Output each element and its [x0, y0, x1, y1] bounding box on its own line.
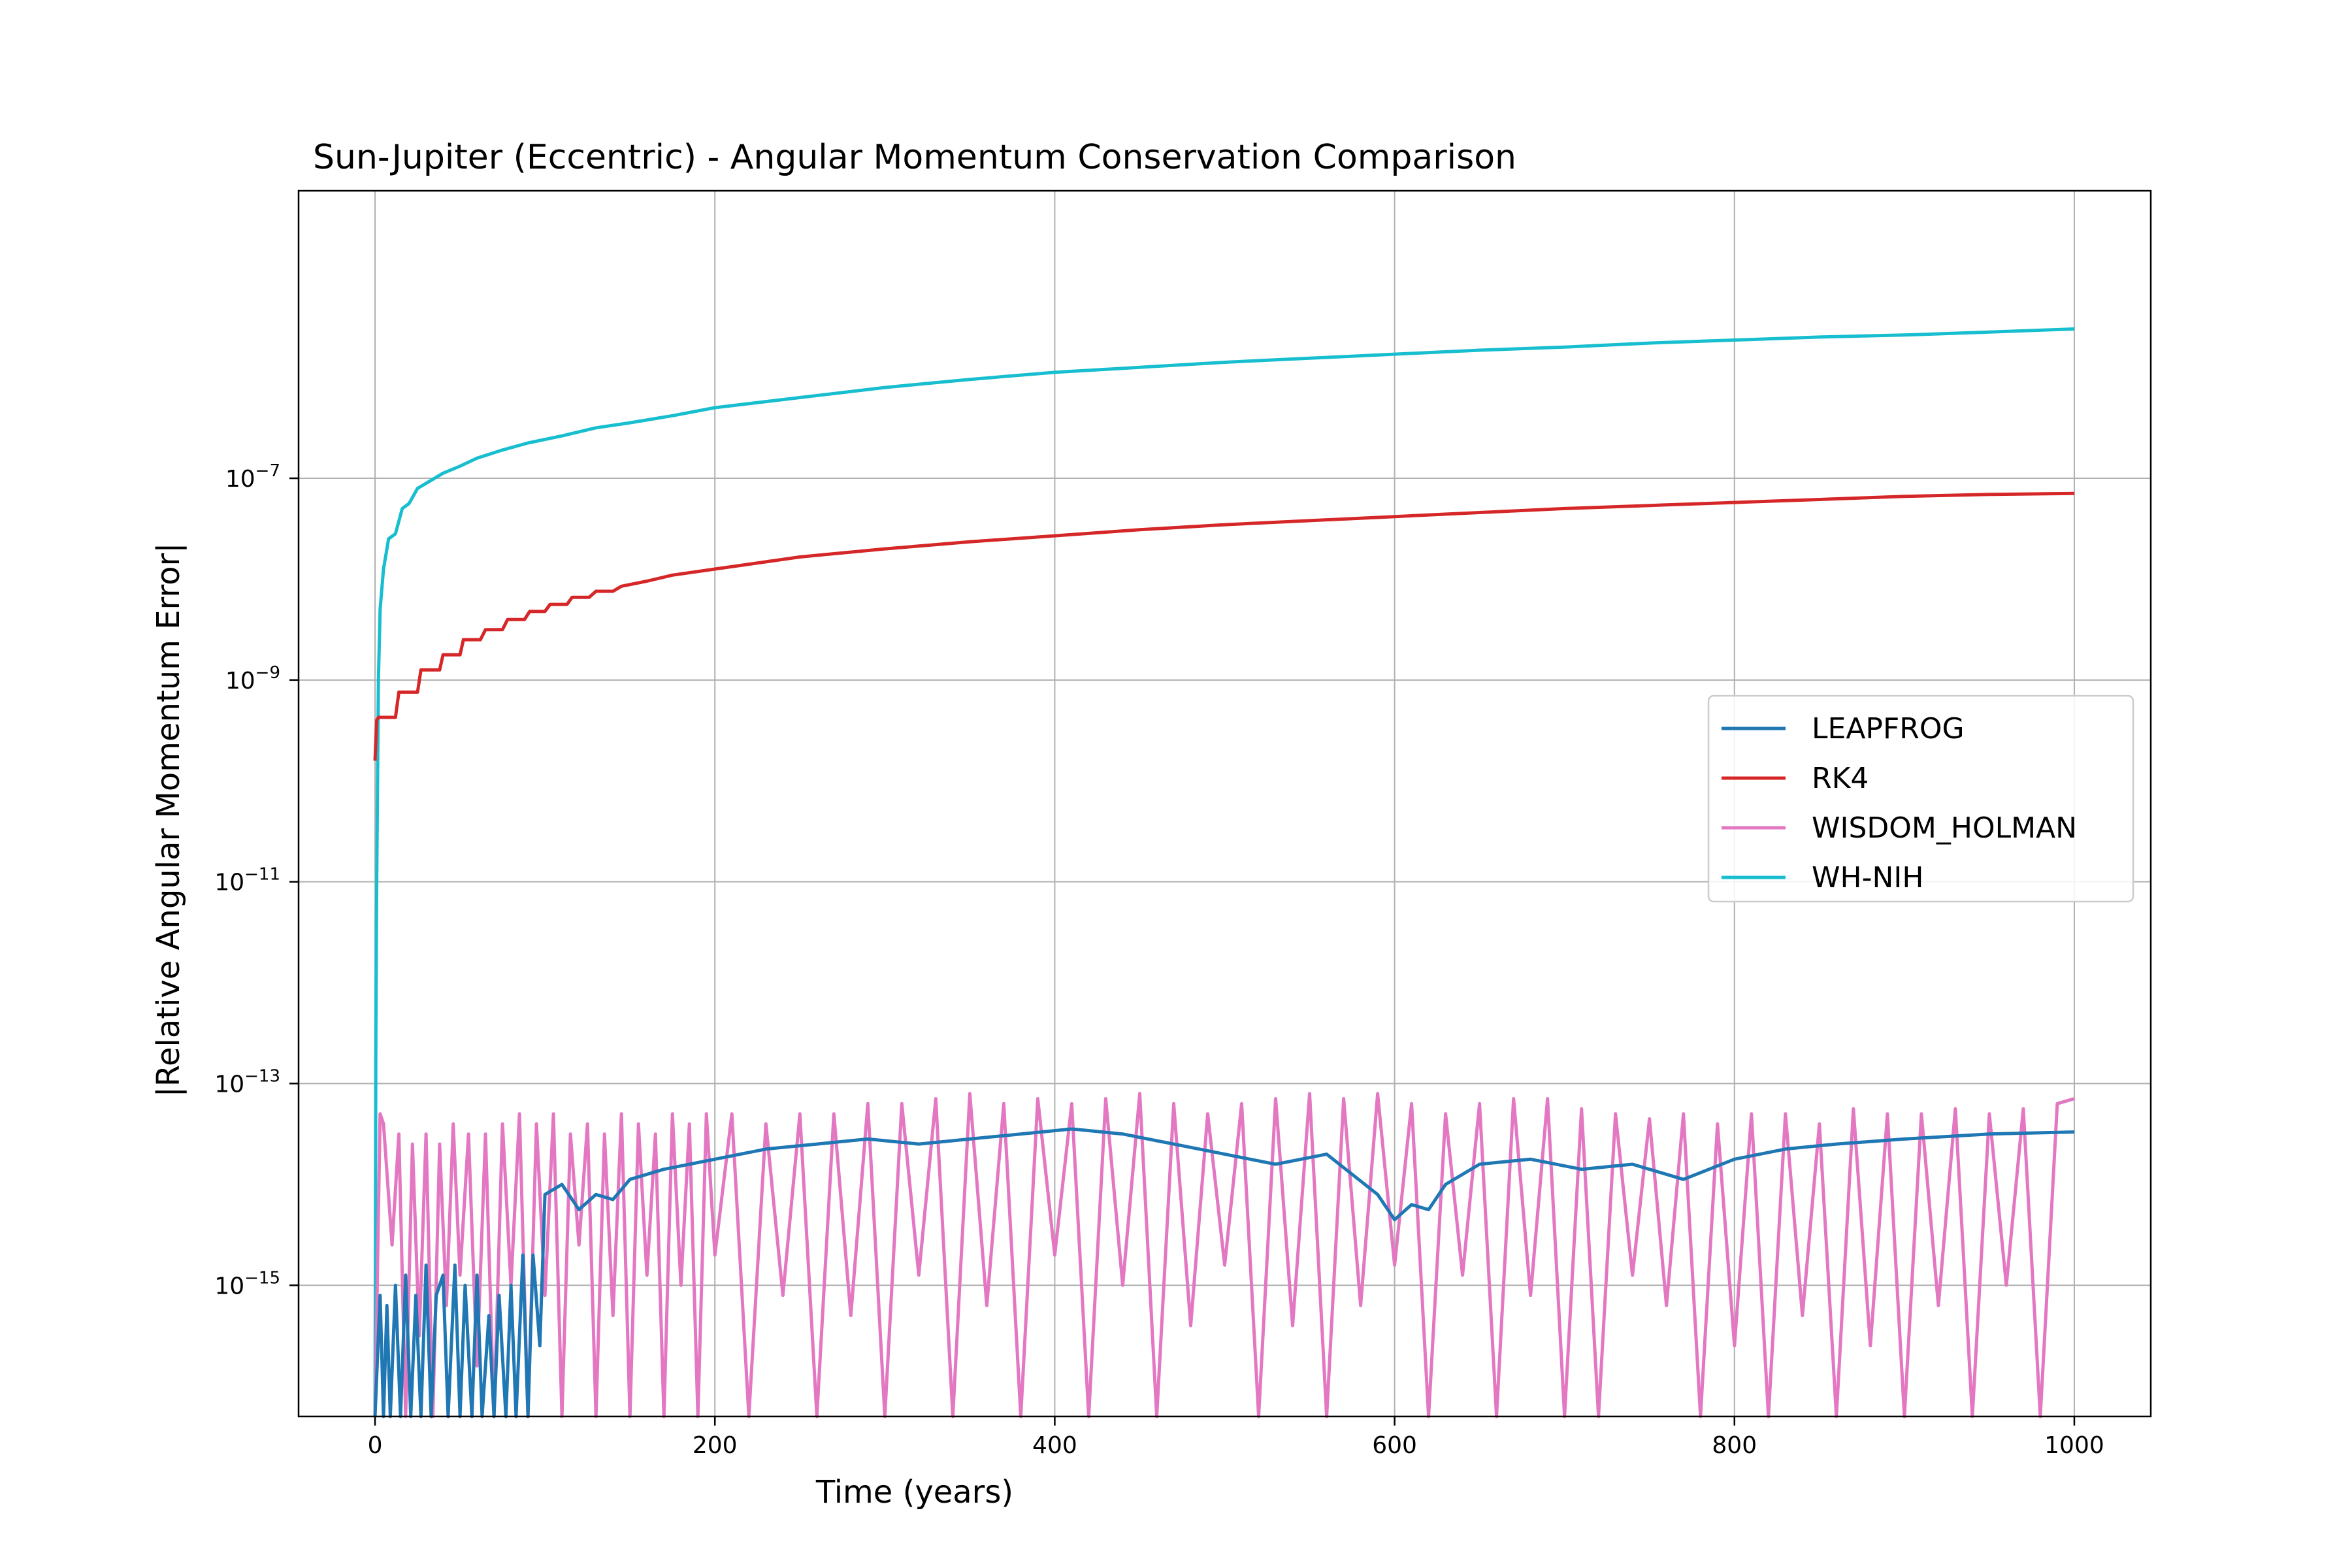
series-line-wh-nih	[373, 327, 2075, 1417]
x-tick-label: 200	[693, 1432, 738, 1459]
series-line-rk4	[373, 491, 2075, 761]
series-line-leapfrog	[373, 1127, 2075, 1418]
y-axis-label: |Relative Angular Momentum Error|	[150, 543, 187, 1098]
y-tick-label: 10−15	[214, 1268, 280, 1299]
x-axis-label: Time (years)	[815, 1474, 1013, 1511]
x-tick-label: 0	[368, 1432, 383, 1459]
y-tick-label: 10−9	[225, 663, 280, 694]
plot-frame	[297, 189, 2152, 1418]
legend: LEAPFROG RK4 WISDOM_HOLMAN WH-NIH	[1707, 694, 2134, 903]
x-tick-label: 1000	[2044, 1432, 2104, 1459]
y-axis-ticks: 10−7 10−9 10−11 10−13 10−15	[214, 461, 299, 1299]
x-axis-ticks: 0 200 400 600 800 1000	[368, 1416, 2104, 1459]
legend-label: RK4	[1812, 762, 1869, 795]
x-tick-label: 800	[1712, 1432, 1757, 1459]
y-tick-label: 10−13	[214, 1066, 280, 1098]
legend-label: LEAPFROG	[1812, 712, 1965, 745]
legend-label: WISDOM_HOLMAN	[1812, 811, 2077, 845]
legend-label: WH-NIH	[1812, 861, 1923, 894]
plot-lines	[373, 327, 2075, 1418]
x-tick-label: 600	[1372, 1432, 1417, 1459]
x-tick-label: 400	[1032, 1432, 1077, 1459]
y-tick-label: 10−7	[225, 461, 280, 493]
legend-box	[1707, 694, 2134, 903]
chart-title: Sun-Jupiter (Eccentric) - Angular Moment…	[313, 138, 1516, 177]
y-tick-label: 10−11	[214, 865, 280, 896]
